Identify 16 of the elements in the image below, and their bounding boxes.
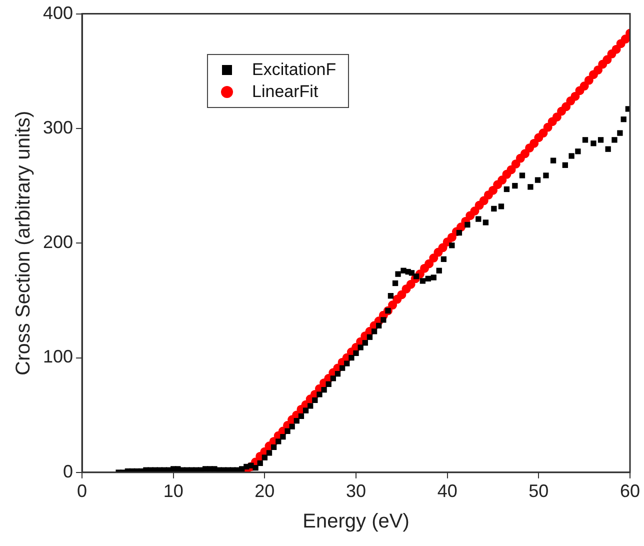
x-tick-label: 10 [163,481,184,502]
legend-label: LinearFit [252,82,318,102]
x-tick-label: 40 [437,481,458,502]
y-tick-label: 200 [42,232,74,252]
x-tick-label: 20 [254,481,275,502]
x-tick-label: 0 [77,481,88,502]
legend-label: ExcitationF [252,60,336,80]
y-tick-label: 400 [42,2,74,23]
y-tick-label: 300 [42,117,74,138]
y-tick-label: 100 [42,346,74,367]
x-tick-label: 30 [346,481,366,502]
x-tick-label: 50 [528,481,549,502]
y-axis-title: Cross Section (arbitrary units) [12,110,35,376]
y-tick-label: 0 [63,461,74,482]
x-tick-label: 60 [620,481,640,502]
x-axis-title: Energy (eV) [302,510,410,533]
